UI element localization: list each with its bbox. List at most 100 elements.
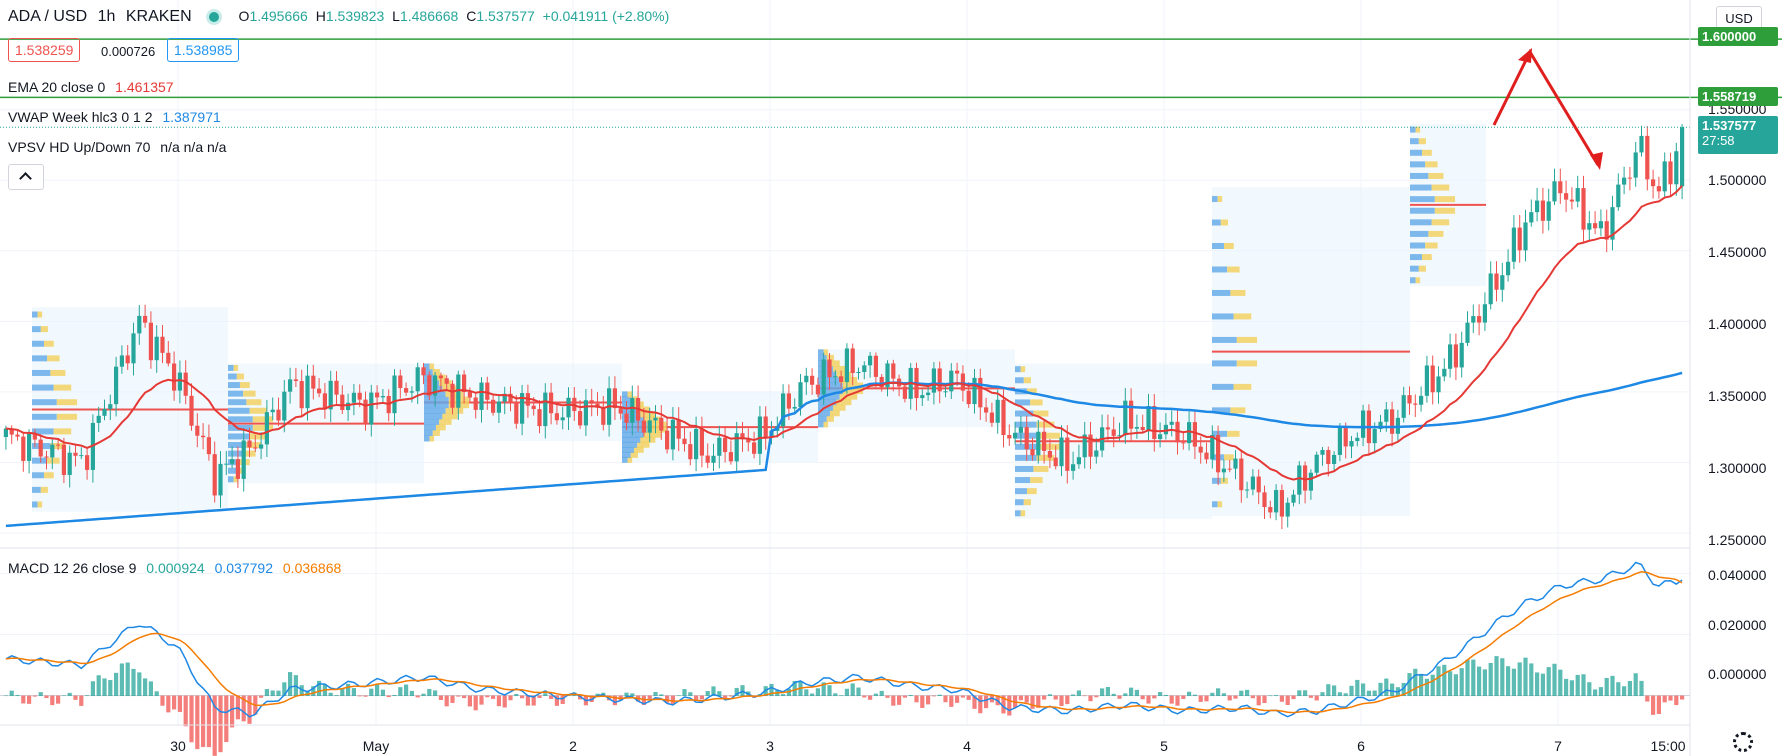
profile-bar-up xyxy=(622,406,638,413)
candle-body xyxy=(1407,395,1412,404)
candle-body xyxy=(856,371,861,374)
profile-bar-up xyxy=(228,407,250,414)
profile-bar-down xyxy=(643,416,662,423)
macd-histogram-bar xyxy=(908,695,913,697)
vpsv-legend[interactable]: VPSV HD Up/Down 70 n/a n/a n/a xyxy=(8,139,232,155)
vwap-legend[interactable]: VWAP Week hlc3 0 1 2 1.387971 xyxy=(8,109,227,125)
candle-body xyxy=(1494,273,1499,290)
profile-bar-down xyxy=(630,451,638,458)
macd-histogram-bar xyxy=(1210,692,1215,697)
candle-body xyxy=(212,454,217,496)
macd-legend[interactable]: MACD 12 26 close 9 0.000924 0.037792 0.0… xyxy=(8,560,347,576)
macd-histogram-bar xyxy=(804,689,809,697)
last-price-marker[interactable]: 1.537577 27:58 xyxy=(1698,116,1778,154)
profile-bar-down xyxy=(233,364,239,371)
candle-body xyxy=(1187,422,1192,444)
profile-bar-down xyxy=(1036,454,1055,461)
candle-body xyxy=(369,392,374,425)
profile-bar-up xyxy=(32,355,48,362)
sell-button[interactable]: 1.538259 xyxy=(8,38,81,62)
macd-histogram-bar xyxy=(491,695,496,699)
macd-histogram-bar xyxy=(369,688,374,697)
candle-body xyxy=(1146,406,1151,431)
macd-histogram-bar xyxy=(230,695,235,728)
macd-histogram-bar xyxy=(427,688,432,697)
candle-body xyxy=(960,373,965,391)
level-marker-1600[interactable]: 1.600000 xyxy=(1698,27,1778,46)
macd-histogram-bar xyxy=(1030,695,1035,709)
macd-histogram-bar xyxy=(328,692,333,697)
profile-bar-up xyxy=(228,390,244,397)
ema-legend[interactable]: EMA 20 close 0 1.461357 xyxy=(8,79,180,95)
macd-histogram-bar xyxy=(868,695,873,700)
profile-bar-up xyxy=(424,418,440,425)
profile-bar-down xyxy=(1227,430,1240,437)
macd-histogram-bar xyxy=(398,687,403,697)
candle-body xyxy=(398,375,403,389)
candle-body xyxy=(9,428,14,435)
profile-bar-down xyxy=(833,365,846,372)
profile-bar-up xyxy=(1212,407,1231,414)
candle-body xyxy=(1303,465,1308,491)
candle-body xyxy=(955,370,960,374)
buy-button[interactable]: 1.538985 xyxy=(167,38,240,62)
candle-body xyxy=(844,348,849,383)
time-tick: 15:00 xyxy=(1650,738,1686,754)
profile-bar-down xyxy=(1431,219,1450,226)
candle-body xyxy=(1024,427,1029,450)
macd-histogram-bar xyxy=(1007,695,1012,716)
profile-bar-down xyxy=(826,354,834,361)
candle-body xyxy=(1535,200,1540,213)
macd-histogram-bar xyxy=(549,695,554,699)
candle-body xyxy=(479,382,484,410)
profile-bar-up xyxy=(1212,242,1224,249)
profile-bar-up xyxy=(1410,138,1419,145)
profile-bar-up xyxy=(424,424,436,431)
candle-body xyxy=(1227,468,1232,470)
macd-histogram-bar xyxy=(1001,695,1006,714)
horizontal-levels[interactable] xyxy=(0,38,1782,128)
profile-bar-up xyxy=(424,435,430,442)
candle-body xyxy=(1285,502,1290,517)
macd-histogram-bar xyxy=(612,695,617,706)
candle-body xyxy=(508,393,513,403)
level-marker-1558[interactable]: 1.558719 xyxy=(1698,87,1778,106)
macd-histogram-bar xyxy=(1198,695,1203,702)
macd-histogram-bar xyxy=(9,690,14,697)
macd-histogram-bar xyxy=(3,695,8,697)
macd-histogram-bar xyxy=(1575,674,1580,697)
candle-body xyxy=(989,412,994,423)
candle-body xyxy=(375,392,380,398)
macd-histogram-bar xyxy=(641,695,646,705)
macd-histogram-bar xyxy=(270,690,275,697)
macd-tick: 0.040000 xyxy=(1708,567,1767,583)
macd-histogram-bar xyxy=(676,695,681,697)
forecast-arrows[interactable] xyxy=(1492,48,1603,170)
macd-histogram-bar xyxy=(61,695,66,697)
profile-bar-down xyxy=(43,340,54,347)
candle-body xyxy=(79,455,84,457)
macd-histogram-bar xyxy=(920,695,925,708)
low-value: 1.486668 xyxy=(399,8,459,24)
macd-histogram-bar xyxy=(815,688,820,697)
macd-histogram-bar xyxy=(1337,692,1342,697)
symbol-legend[interactable]: ADA / USD 1h KRAKEN O1.495666 H1.539823 … xyxy=(8,8,681,26)
candle-body xyxy=(1430,365,1435,393)
profile-bar-up xyxy=(32,311,38,318)
macd-hist-value: 0.000924 xyxy=(146,560,205,576)
macd-histogram-bar xyxy=(1146,695,1151,704)
candle-body xyxy=(177,372,182,391)
macd-histogram-bar xyxy=(1668,695,1673,701)
candle-body xyxy=(1163,424,1168,435)
profile-bar-up xyxy=(1015,465,1034,472)
settings-gear-icon[interactable] xyxy=(1733,732,1753,752)
collapse-legend-button[interactable] xyxy=(8,164,44,190)
macd-histogram-bar xyxy=(989,695,994,703)
macd-histogram-bar xyxy=(1297,690,1302,697)
candle-body xyxy=(1546,201,1551,221)
candle-body xyxy=(1448,344,1453,369)
profile-bar-up xyxy=(818,354,827,361)
profile-bar-down xyxy=(1425,242,1438,249)
macd-histogram-bar xyxy=(566,695,571,697)
